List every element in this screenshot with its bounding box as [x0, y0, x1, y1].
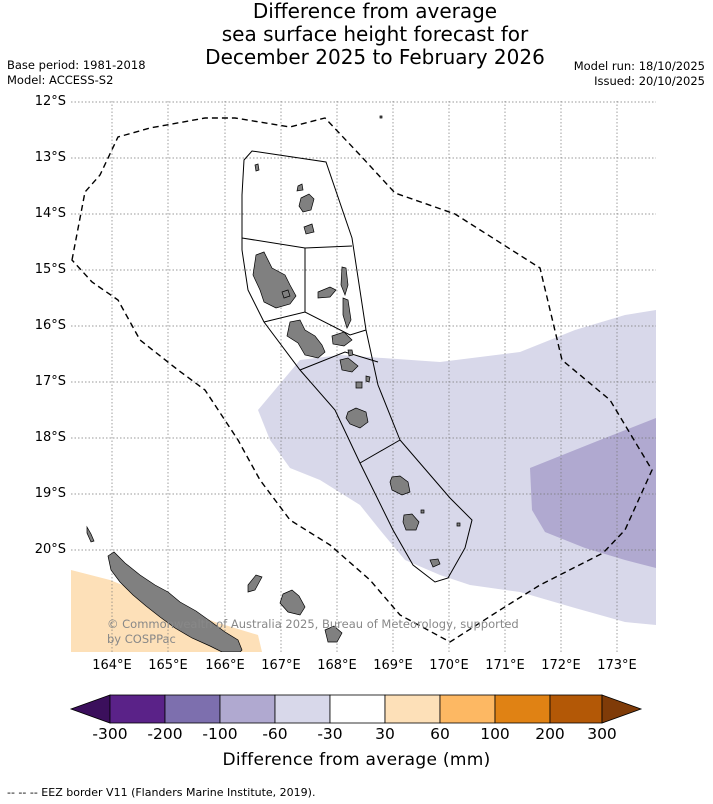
lat-label-20s: 20°S — [34, 542, 66, 557]
island-lifou — [279, 589, 306, 616]
island-futuna — [456, 522, 461, 527]
lon-label-169e: 169°E — [373, 658, 413, 673]
lat-label-17s: 17°S — [34, 374, 66, 389]
colorbar-label-200: 200 — [535, 725, 565, 743]
island-ambrym — [331, 331, 353, 347]
map-area — [71, 101, 656, 652]
lat-label-16s: 16°S — [34, 318, 66, 333]
island-emae — [365, 375, 371, 383]
island-maewo — [340, 266, 349, 297]
island-paama — [347, 349, 354, 357]
colorbar-label-neg30: -30 — [317, 725, 343, 743]
lat-label-13s: 13°S — [34, 150, 66, 165]
land — [86, 115, 461, 652]
colorbar-swatch-neg100-neg60 — [219, 694, 276, 724]
lon-label-172e: 172°E — [541, 658, 581, 673]
lat-label-12s: 12°S — [34, 94, 66, 109]
anomaly-region-light-purple — [258, 310, 656, 625]
title-line-3: December 2025 to February 2026 — [205, 45, 545, 69]
island-ouvea — [247, 574, 263, 593]
island-tanna — [402, 513, 420, 531]
issued-date: Issued: 20/10/2025 — [594, 74, 705, 88]
island-vanua-lava — [296, 183, 304, 192]
lat-label-19s: 19°S — [34, 486, 66, 501]
lon-label-171e: 171°E — [485, 658, 525, 673]
colorbar-label-100: 100 — [480, 725, 510, 743]
island-pentecost — [342, 297, 352, 329]
province-boundaries — [241, 150, 473, 583]
lon-label-168e: 168°E — [317, 658, 357, 673]
boundary-malampa-shefa — [299, 351, 379, 371]
island-erromango — [389, 475, 411, 496]
boundary-torba-sanma — [241, 237, 353, 249]
colorbar-swatch-60-100 — [439, 694, 496, 724]
island-hiu — [379, 115, 383, 119]
colorbar-label-neg200: -200 — [147, 725, 183, 743]
title-line-1: Difference from average — [252, 0, 498, 23]
colorbar-swatch-neg200-neg100 — [164, 694, 221, 724]
colorbar-label-neg60: -60 — [262, 725, 288, 743]
copyright-notice: © Commonwealth of Australia 2025, Bureau… — [107, 617, 537, 647]
colorbar-swatch-30-60 — [384, 694, 441, 724]
colorbar-label-60: 60 — [430, 725, 450, 743]
lon-label-167e: 167°E — [261, 658, 301, 673]
colorbar-swatch-neg60-neg30 — [274, 694, 331, 724]
lat-label-14s: 14°S — [34, 206, 66, 221]
colorbar-label-neg300: -300 — [92, 725, 128, 743]
colorbar-label-30: 30 — [375, 725, 395, 743]
island-torres — [254, 163, 260, 172]
lon-label-166e: 166°E — [205, 658, 245, 673]
colorbar-swatch-100-200 — [494, 694, 551, 724]
colorbar-label-300: 300 — [587, 725, 617, 743]
model-name: Model: ACCESS-S2 — [7, 73, 114, 87]
title-line-2: sea surface height forecast for — [221, 22, 529, 46]
island-espiritu-santo — [252, 251, 297, 309]
colorbar-label-neg100: -100 — [202, 725, 238, 743]
boundary-sanma-malampa — [263, 311, 367, 336]
anomaly-region-mid-purple — [530, 418, 656, 568]
colorbar-arrow-low — [69, 694, 111, 724]
lon-label-164e: 164°E — [92, 658, 132, 673]
eez-border — [71, 117, 653, 643]
colorbar-arrow-high — [601, 694, 643, 724]
island-mere-lava — [303, 223, 315, 235]
island-tongoa — [355, 381, 363, 389]
lat-label-15s: 15°S — [34, 262, 66, 277]
vanuatu-outline — [241, 150, 473, 583]
island-new-caledonia — [107, 551, 243, 652]
lon-label-173e: 173°E — [597, 658, 637, 673]
lon-label-170e: 170°E — [429, 658, 469, 673]
island-aniwa — [420, 509, 425, 514]
island-malo — [281, 289, 291, 299]
meta-left: Base period: 1981-2018 Model: ACCESS-S2 — [7, 58, 146, 88]
model-run: Model run: 18/10/2025 — [573, 59, 705, 73]
copyright-line-2: by COSPPac — [107, 632, 176, 646]
lon-label-165e: 165°E — [148, 658, 188, 673]
island-epi — [339, 357, 359, 373]
island-efate — [345, 407, 369, 429]
base-period: Base period: 1981-2018 — [7, 58, 146, 72]
boundary-shefa-tafea — [359, 439, 401, 464]
island-mare — [324, 625, 343, 643]
island-malekula — [286, 319, 326, 359]
island-belep — [86, 525, 95, 543]
island-banks — [298, 193, 315, 213]
island-ambae — [317, 286, 337, 299]
colorbar — [69, 694, 643, 724]
colorbar-swatch-200-300 — [549, 694, 603, 724]
island-aneityum — [429, 558, 441, 568]
chart-title: Difference from average sea surface heig… — [0, 0, 713, 69]
lat-label-18s: 18°S — [34, 430, 66, 445]
colorbar-swatch-neg300-neg200 — [109, 694, 166, 724]
copyright-line-1: © Commonwealth of Australia 2025, Bureau… — [107, 617, 519, 631]
colorbar-swatch-neg30-30 — [329, 694, 386, 724]
eez-footnote: -- -- -- EEZ border V11 (Flanders Marine… — [7, 786, 316, 799]
meta-right: Model run: 18/10/2025 Issued: 20/10/2025 — [574, 59, 705, 89]
colorbar-title: Difference from average (mm) — [222, 750, 491, 770]
